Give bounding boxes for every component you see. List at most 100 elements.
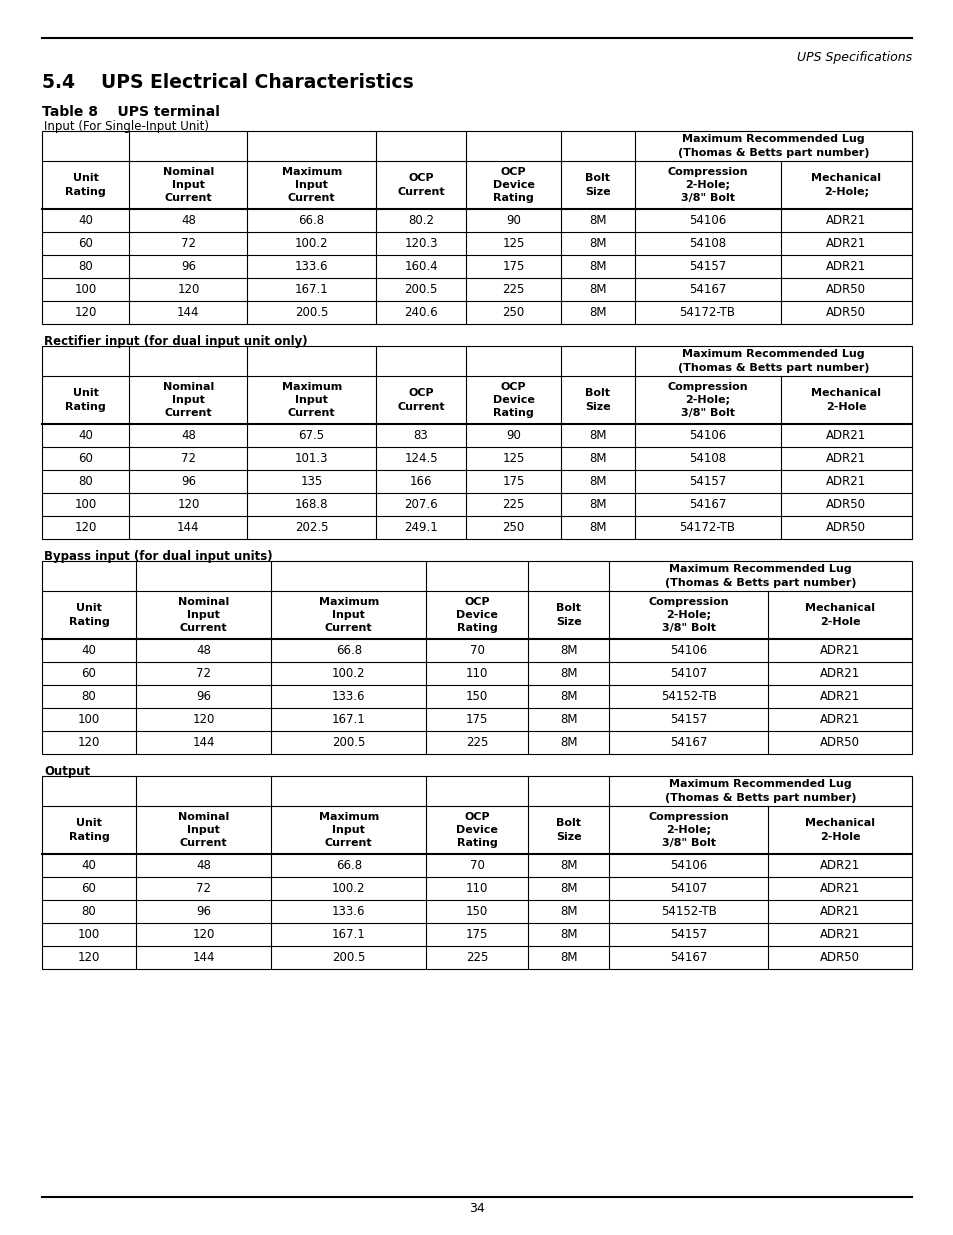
Text: 60: 60 bbox=[78, 452, 93, 466]
Text: OCP
Current: OCP Current bbox=[396, 388, 444, 411]
Text: 8M: 8M bbox=[588, 452, 606, 466]
Text: 48: 48 bbox=[196, 643, 211, 657]
Text: 80: 80 bbox=[78, 475, 93, 488]
Text: ADR50: ADR50 bbox=[825, 521, 865, 534]
Text: ADR21: ADR21 bbox=[825, 475, 865, 488]
Text: 144: 144 bbox=[193, 736, 214, 748]
Text: 48: 48 bbox=[181, 429, 195, 442]
Text: Nominal
Input
Current: Nominal Input Current bbox=[163, 167, 213, 204]
Text: 54157: 54157 bbox=[688, 475, 725, 488]
Text: ADR21: ADR21 bbox=[825, 237, 865, 249]
Text: OCP
Current: OCP Current bbox=[396, 173, 444, 196]
Text: 54167: 54167 bbox=[688, 283, 725, 296]
Text: OCP
Device
Rating: OCP Device Rating bbox=[456, 811, 497, 848]
Text: 200.5: 200.5 bbox=[294, 306, 328, 319]
Text: 80.2: 80.2 bbox=[408, 214, 434, 227]
Text: Compression
2-Hole;
3/8" Bolt: Compression 2-Hole; 3/8" Bolt bbox=[666, 167, 747, 204]
Text: 100.2: 100.2 bbox=[332, 667, 365, 680]
Text: 150: 150 bbox=[465, 690, 488, 703]
Text: 80: 80 bbox=[82, 905, 96, 918]
Text: 167.1: 167.1 bbox=[332, 927, 365, 941]
Text: Compression
2-Hole;
3/8" Bolt: Compression 2-Hole; 3/8" Bolt bbox=[648, 597, 728, 634]
Text: ADR50: ADR50 bbox=[825, 306, 865, 319]
Text: 250: 250 bbox=[502, 306, 524, 319]
Text: ADR21: ADR21 bbox=[819, 643, 860, 657]
Text: OCP
Device
Rating: OCP Device Rating bbox=[492, 167, 534, 204]
Text: ADR21: ADR21 bbox=[819, 667, 860, 680]
Text: 40: 40 bbox=[78, 429, 93, 442]
Text: 120: 120 bbox=[78, 736, 100, 748]
Text: 175: 175 bbox=[501, 475, 524, 488]
Text: 175: 175 bbox=[465, 927, 488, 941]
Text: 225: 225 bbox=[465, 951, 488, 965]
Text: 54152-TB: 54152-TB bbox=[660, 905, 716, 918]
Text: 8M: 8M bbox=[559, 690, 577, 703]
Text: 202.5: 202.5 bbox=[294, 521, 328, 534]
Text: 144: 144 bbox=[193, 951, 214, 965]
Text: Maximum
Input
Current: Maximum Input Current bbox=[281, 167, 341, 204]
Text: 100: 100 bbox=[74, 498, 96, 511]
Text: 8M: 8M bbox=[588, 261, 606, 273]
Text: 54106: 54106 bbox=[669, 860, 706, 872]
Bar bbox=[42, 776, 911, 969]
Text: 200.5: 200.5 bbox=[332, 951, 365, 965]
Text: Bolt
Size: Bolt Size bbox=[584, 388, 610, 411]
Text: 8M: 8M bbox=[559, 860, 577, 872]
Text: 54157: 54157 bbox=[669, 927, 706, 941]
Text: 54167: 54167 bbox=[688, 498, 725, 511]
Text: 72: 72 bbox=[181, 452, 195, 466]
Text: 120: 120 bbox=[74, 306, 97, 319]
Text: 8M: 8M bbox=[559, 927, 577, 941]
Text: 60: 60 bbox=[78, 237, 93, 249]
Text: 54172-TB: 54172-TB bbox=[679, 521, 735, 534]
Text: 133.6: 133.6 bbox=[332, 690, 365, 703]
Text: 70: 70 bbox=[469, 643, 484, 657]
Text: 5.4    UPS Electrical Characteristics: 5.4 UPS Electrical Characteristics bbox=[42, 73, 414, 91]
Text: 133.6: 133.6 bbox=[294, 261, 328, 273]
Text: 8M: 8M bbox=[588, 283, 606, 296]
Text: 133.6: 133.6 bbox=[332, 905, 365, 918]
Text: Bypass input (for dual input units): Bypass input (for dual input units) bbox=[44, 550, 273, 563]
Text: ADR21: ADR21 bbox=[825, 429, 865, 442]
Text: 96: 96 bbox=[196, 690, 211, 703]
Text: 72: 72 bbox=[181, 237, 195, 249]
Text: 225: 225 bbox=[501, 283, 524, 296]
Text: 144: 144 bbox=[177, 306, 199, 319]
Text: ADR21: ADR21 bbox=[819, 927, 860, 941]
Text: 40: 40 bbox=[81, 643, 96, 657]
Text: 200.5: 200.5 bbox=[404, 283, 437, 296]
Text: 120.3: 120.3 bbox=[404, 237, 437, 249]
Text: 8M: 8M bbox=[588, 521, 606, 534]
Text: ADR21: ADR21 bbox=[819, 860, 860, 872]
Text: ADR21: ADR21 bbox=[819, 882, 860, 895]
Text: UPS Specifications: UPS Specifications bbox=[796, 51, 911, 64]
Text: 54106: 54106 bbox=[688, 429, 725, 442]
Text: 8M: 8M bbox=[559, 905, 577, 918]
Text: 120: 120 bbox=[177, 498, 199, 511]
Bar bbox=[42, 346, 911, 538]
Text: 240.6: 240.6 bbox=[404, 306, 437, 319]
Text: 8M: 8M bbox=[588, 306, 606, 319]
Text: ADR50: ADR50 bbox=[820, 951, 859, 965]
Text: 8M: 8M bbox=[588, 237, 606, 249]
Text: ADR21: ADR21 bbox=[819, 905, 860, 918]
Text: 90: 90 bbox=[505, 429, 520, 442]
Text: 80: 80 bbox=[78, 261, 93, 273]
Text: 66.8: 66.8 bbox=[335, 860, 361, 872]
Text: 54172-TB: 54172-TB bbox=[679, 306, 735, 319]
Text: 250: 250 bbox=[502, 521, 524, 534]
Text: Unit
Rating: Unit Rating bbox=[69, 819, 110, 841]
Text: Compression
2-Hole;
3/8" Bolt: Compression 2-Hole; 3/8" Bolt bbox=[666, 382, 747, 419]
Text: Nominal
Input
Current: Nominal Input Current bbox=[178, 811, 229, 848]
Text: 150: 150 bbox=[465, 905, 488, 918]
Text: 96: 96 bbox=[181, 475, 195, 488]
Text: Maximum Recommended Lug
(Thomas & Betts part number): Maximum Recommended Lug (Thomas & Betts … bbox=[677, 350, 868, 373]
Text: 175: 175 bbox=[501, 261, 524, 273]
Text: 54157: 54157 bbox=[669, 713, 706, 726]
Text: 120: 120 bbox=[193, 713, 214, 726]
Text: 80: 80 bbox=[82, 690, 96, 703]
Text: Maximum
Input
Current: Maximum Input Current bbox=[281, 382, 341, 419]
Text: 8M: 8M bbox=[588, 475, 606, 488]
Text: 167.1: 167.1 bbox=[332, 713, 365, 726]
Text: 120: 120 bbox=[78, 951, 100, 965]
